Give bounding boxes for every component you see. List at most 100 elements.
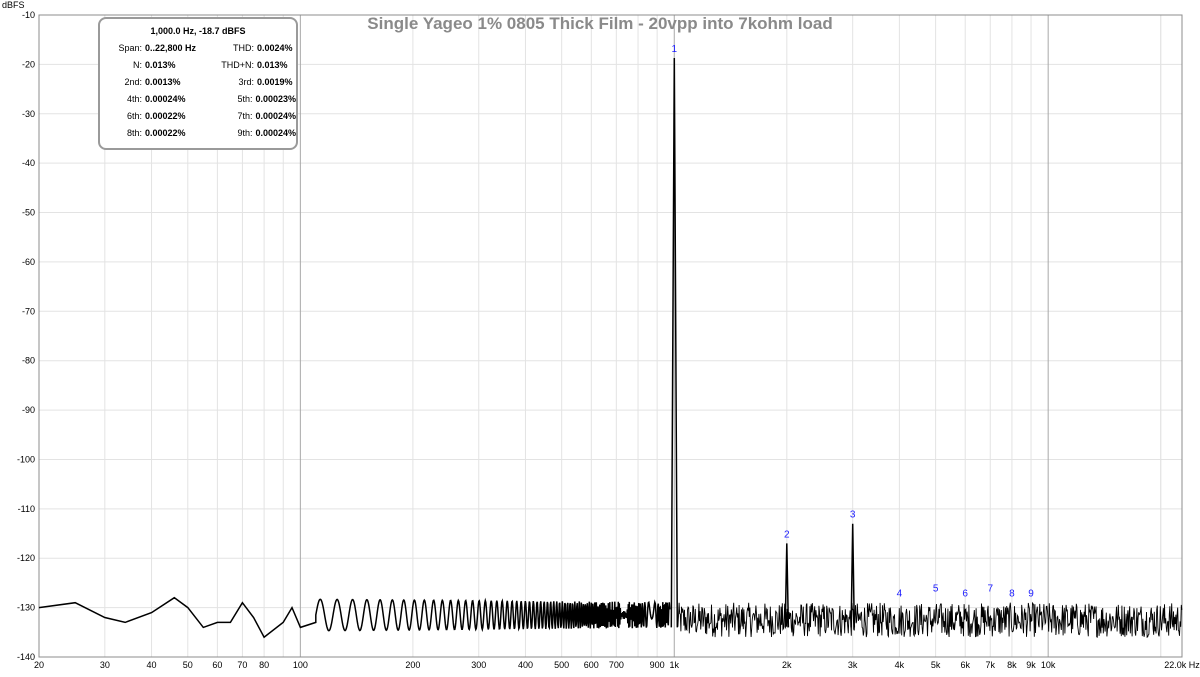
x-tick-label: 300 bbox=[471, 660, 486, 670]
stats-value: 0..22,800 Hz bbox=[145, 43, 197, 53]
harmonic-label-1: 1 bbox=[671, 44, 677, 55]
harmonic-peak-3 bbox=[850, 523, 856, 628]
series-line-noise bbox=[676, 601, 1183, 639]
stats-row: 6th: 0.00022% 7th: 0.00024% bbox=[100, 108, 296, 125]
x-tick-label: 500 bbox=[554, 660, 569, 670]
stats-cell: Span: 0..22,800 Hz bbox=[100, 40, 198, 57]
stats-row: Span: 0..22,800 Hz THD: 0.0024% bbox=[100, 40, 296, 57]
stats-value: 0.00024% bbox=[145, 94, 186, 104]
stats-value: 0.0013% bbox=[145, 77, 181, 87]
stats-value: 0.00022% bbox=[145, 128, 186, 138]
stats-key: 7th: bbox=[237, 111, 253, 121]
x-tick-label: 8k bbox=[1007, 660, 1017, 670]
harmonic-labels: 1 2 3 4 5 6 7 8 9 bbox=[671, 44, 1034, 600]
y-tick-label: -140 bbox=[17, 652, 35, 662]
stats-cell: 2nd: 0.0013% bbox=[100, 74, 198, 91]
x-tick-label: 4k bbox=[895, 660, 905, 670]
stats-key: THD: bbox=[233, 43, 254, 53]
stats-cell: 8th: 0.00022% bbox=[100, 125, 198, 142]
x-tick-label: 400 bbox=[518, 660, 533, 670]
harmonic-label-7: 7 bbox=[987, 584, 993, 595]
stats-cell: 5th: 0.00023% bbox=[198, 91, 296, 108]
stats-row: N: 0.013% THD+N: 0.013% bbox=[100, 57, 296, 74]
stats-key: 2nd: bbox=[124, 77, 142, 87]
series bbox=[38, 57, 1183, 639]
x-tick-label: 20 bbox=[34, 660, 44, 670]
stats-key: 6th: bbox=[126, 111, 142, 121]
stats-key: THD+N: bbox=[221, 60, 254, 70]
x-tick-label: 50 bbox=[183, 660, 193, 670]
stats-cell: 6th: 0.00022% bbox=[100, 108, 198, 125]
stats-key: 4th: bbox=[126, 94, 142, 104]
stats-key: N: bbox=[133, 60, 142, 70]
stats-value: 0.00023% bbox=[255, 94, 296, 104]
stats-cell: 7th: 0.00024% bbox=[198, 108, 296, 125]
stats-value: 0.013% bbox=[145, 60, 176, 70]
x-axis-ticks: 20 30 40 50 60 70 80 100 200 300 400 500 600 700 900 1k… bbox=[34, 660, 1200, 670]
y-tick-label: -50 bbox=[22, 208, 35, 218]
stats-row: 4th: 0.00024% 5th: 0.00023% bbox=[100, 91, 296, 108]
stats-rows: Span: 0..22,800 Hz THD: 0.0024% N: 0.013% THD+… bbox=[100, 40, 296, 142]
stats-value: 0.00024% bbox=[255, 111, 296, 121]
x-tick-label: 40 bbox=[147, 660, 157, 670]
x-tick-label: 10k bbox=[1041, 660, 1056, 670]
chart-title: Single Yageo 1% 0805 Thick Film - 20vpp … bbox=[367, 14, 832, 33]
y-tick-label: -10 bbox=[22, 10, 35, 20]
stats-cell: N: 0.013% bbox=[100, 57, 198, 74]
x-tick-label: 600 bbox=[584, 660, 599, 670]
y-tick-label: -70 bbox=[22, 306, 35, 316]
stats-cell: 9th: 0.00024% bbox=[198, 125, 296, 142]
x-tick-label: 3k bbox=[848, 660, 858, 670]
stats-value: 0.013% bbox=[257, 60, 288, 70]
stats-key: 8th: bbox=[126, 128, 142, 138]
stats-value: 0.0019% bbox=[257, 77, 293, 87]
harmonic-label-4: 4 bbox=[897, 589, 903, 600]
x-tick-label: 80 bbox=[259, 660, 269, 670]
harmonic-peak-2 bbox=[784, 543, 790, 628]
series-line-low bbox=[38, 596, 671, 639]
stats-key: 5th: bbox=[237, 94, 253, 104]
y-tick-label: -100 bbox=[17, 454, 35, 464]
harmonic-label-3: 3 bbox=[850, 510, 856, 521]
y-axis-label: dBFS bbox=[2, 0, 25, 10]
stats-cell: 3rd: 0.0019% bbox=[198, 74, 296, 91]
y-tick-label: -20 bbox=[22, 59, 35, 69]
harmonic-label-8: 8 bbox=[1009, 589, 1015, 600]
x-tick-label: 2k bbox=[782, 660, 792, 670]
x-tick-label: 900 bbox=[650, 660, 665, 670]
x-tick-label: 22.0k Hz bbox=[1164, 660, 1200, 670]
harmonic-label-2: 2 bbox=[784, 529, 790, 540]
stats-cell: THD: 0.0024% bbox=[198, 40, 296, 57]
x-tick-label: 100 bbox=[293, 660, 308, 670]
y-tick-label: -120 bbox=[17, 553, 35, 563]
plot-frame bbox=[38, 14, 1183, 658]
y-tick-label: -30 bbox=[22, 109, 35, 119]
x-tick-label: 70 bbox=[237, 660, 247, 670]
y-tick-label: -90 bbox=[22, 405, 35, 415]
harmonic-label-5: 5 bbox=[933, 584, 939, 595]
stats-key: 9th: bbox=[237, 128, 253, 138]
harmonic-peak-1 bbox=[670, 57, 679, 628]
y-tick-label: -80 bbox=[22, 356, 35, 366]
stats-value: 0.0024% bbox=[257, 43, 293, 53]
harmonic-label-6: 6 bbox=[962, 589, 968, 600]
stats-box: 1,000.0 Hz, -18.7 dBFS Span: 0..22,800 Hz… bbox=[98, 17, 298, 150]
harmonic-label-9: 9 bbox=[1028, 589, 1034, 600]
x-tick-label: 6k bbox=[960, 660, 970, 670]
stats-value: 0.00024% bbox=[255, 128, 296, 138]
stats-header: 1,000.0 Hz, -18.7 dBFS bbox=[150, 26, 246, 36]
x-tick-label: 7k bbox=[985, 660, 995, 670]
y-tick-label: -60 bbox=[22, 257, 35, 267]
x-tick-label: 30 bbox=[100, 660, 110, 670]
x-tick-label: 5k bbox=[931, 660, 941, 670]
stats-cell: 4th: 0.00024% bbox=[100, 91, 198, 108]
x-tick-label: 60 bbox=[212, 660, 222, 670]
stats-cell: THD+N: 0.013% bbox=[198, 57, 296, 74]
x-tick-label: 1k bbox=[670, 660, 680, 670]
stats-value: 0.00022% bbox=[145, 111, 186, 121]
y-tick-label: -130 bbox=[17, 603, 35, 613]
x-tick-label: 9k bbox=[1026, 660, 1036, 670]
y-tick-label: -40 bbox=[22, 158, 35, 168]
stats-key: 3rd: bbox=[238, 77, 254, 87]
